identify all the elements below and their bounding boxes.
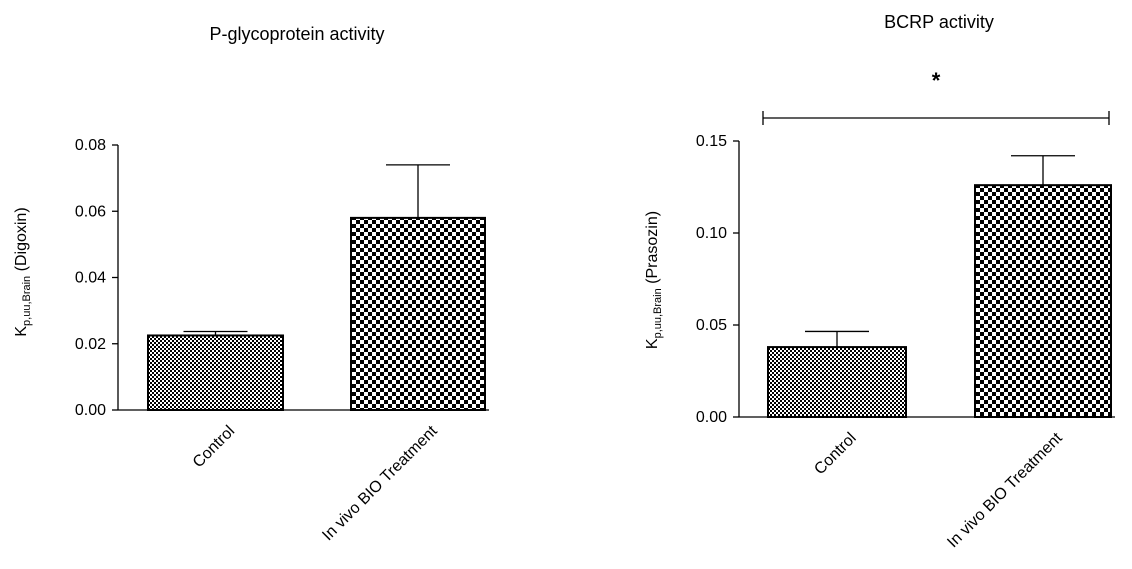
error-bars	[805, 155, 1075, 348]
y-axis-label-subscript: p,uu,Brain	[652, 288, 664, 338]
y-tick-label: 0.15	[696, 133, 727, 150]
x-tick-label: Control	[190, 423, 238, 471]
x-tick-labels: Control In vivo BIO Treatment	[190, 422, 441, 544]
bars	[767, 184, 1112, 418]
error-bar	[183, 330, 248, 336]
y-axis-label: Kp,uu,Brain (Prasozin)	[644, 211, 664, 349]
y-axis-label-main: K	[644, 338, 661, 349]
x-tick-labels: Control In vivo BIO Treatment	[811, 429, 1066, 551]
chart-pgp: P-glycoprotein activity Kp,uu,Brain (Dig…	[13, 24, 489, 544]
y-tick-label: 0.04	[75, 270, 106, 287]
bar	[147, 334, 284, 411]
bar	[350, 216, 486, 411]
y-axis-label: Kp,uu,Brain (Digoxin)	[13, 207, 33, 336]
y-axis-label-main: K	[13, 326, 30, 337]
bar	[974, 184, 1112, 418]
x-tick-label: In vivo BIO Treatment	[319, 422, 441, 544]
error-bar	[1011, 155, 1075, 186]
y-tick-label: 0.05	[696, 317, 727, 334]
error-bar	[386, 164, 450, 218]
x-tick-label: Control	[811, 430, 859, 478]
error-bar	[805, 330, 869, 348]
y-axis-label-subscript: p,uu,Brain	[21, 276, 33, 326]
y-tick-label: 0.06	[75, 203, 106, 220]
bars	[147, 216, 486, 411]
y-tick-label: 0.02	[75, 336, 106, 353]
y-tick-label: 0.00	[696, 409, 727, 426]
y-tick-label: 0.10	[696, 225, 727, 242]
error-bars	[183, 164, 450, 336]
x-tick-label: In vivo BIO Treatment	[944, 429, 1066, 551]
chart-title: P-glycoprotein activity	[209, 24, 384, 44]
chart-bcrp: BCRP activity Kp,uu,Brain (Prasozin) * 0…	[644, 12, 1115, 551]
y-tick-label: 0.00	[75, 402, 106, 419]
y-axis-label-suffix: (Digoxin)	[13, 207, 30, 275]
significance-line	[762, 111, 1110, 125]
chart-title: BCRP activity	[884, 12, 994, 32]
y-axis-label-suffix: (Prasozin)	[644, 211, 661, 288]
significance-bracket: *	[762, 68, 1110, 125]
y-tick-label: 0.08	[75, 137, 106, 154]
bar	[767, 346, 907, 418]
significance-marker: *	[932, 68, 941, 93]
